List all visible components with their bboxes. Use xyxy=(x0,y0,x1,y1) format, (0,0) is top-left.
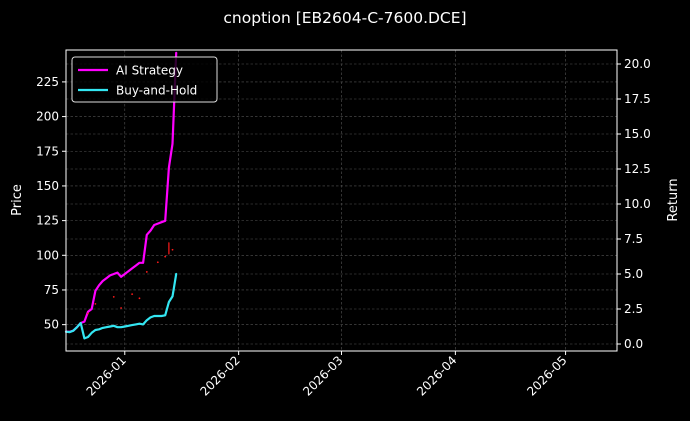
y2-tick-label: 7.5 xyxy=(624,232,643,246)
y2-tick-label: 5.0 xyxy=(624,267,643,281)
data-point xyxy=(131,293,134,296)
legend: AI Strategy Buy-and-Hold xyxy=(71,56,218,103)
y2-tick-label: 0.0 xyxy=(624,337,643,351)
y2-tick-label: 12.5 xyxy=(624,162,651,176)
data-point xyxy=(171,248,174,251)
y-axis-right: 0.0 2.5 5.0 7.5 10.0 12.5 15.0 17.5 20.0 xyxy=(617,57,651,351)
y-tick-label: 50 xyxy=(44,318,59,332)
y-axis-left: 50 75 100 125 150 175 200 225 xyxy=(36,75,66,332)
buy-and-hold-line xyxy=(64,272,178,340)
plot-marks xyxy=(64,51,178,340)
data-point xyxy=(120,307,122,309)
y2-tick-label: 2.5 xyxy=(624,302,643,316)
y-tick-label: 75 xyxy=(44,283,59,297)
data-point xyxy=(156,261,159,264)
legend-label: AI Strategy xyxy=(116,64,183,78)
y-tick-label: 200 xyxy=(36,110,59,124)
data-point xyxy=(164,255,167,258)
data-point xyxy=(145,271,148,273)
data-point xyxy=(112,296,115,298)
data-point xyxy=(138,297,141,300)
y-tick-label: 175 xyxy=(36,144,59,158)
y-tick-label: 100 xyxy=(36,248,59,262)
y2-tick-label: 17.5 xyxy=(624,92,651,106)
y-axis-label: Price xyxy=(10,184,25,216)
legend-box xyxy=(71,56,218,103)
ai-strategy-line xyxy=(64,51,178,333)
y2-tick-label: 20.0 xyxy=(624,57,651,71)
chart-title: cnoption [EB2604-C-7600.DCE] xyxy=(223,9,466,27)
y-tick-label: 150 xyxy=(36,179,59,193)
data-point xyxy=(94,302,97,305)
legend-label: Buy-and-Hold xyxy=(116,84,197,98)
data-point xyxy=(87,312,89,315)
y-tick-label: 225 xyxy=(36,75,59,89)
y2-axis-label: Return xyxy=(666,178,681,221)
y2-tick-label: 15.0 xyxy=(624,127,651,141)
y-tick-label: 125 xyxy=(36,214,59,228)
y2-tick-label: 10.0 xyxy=(624,197,651,211)
